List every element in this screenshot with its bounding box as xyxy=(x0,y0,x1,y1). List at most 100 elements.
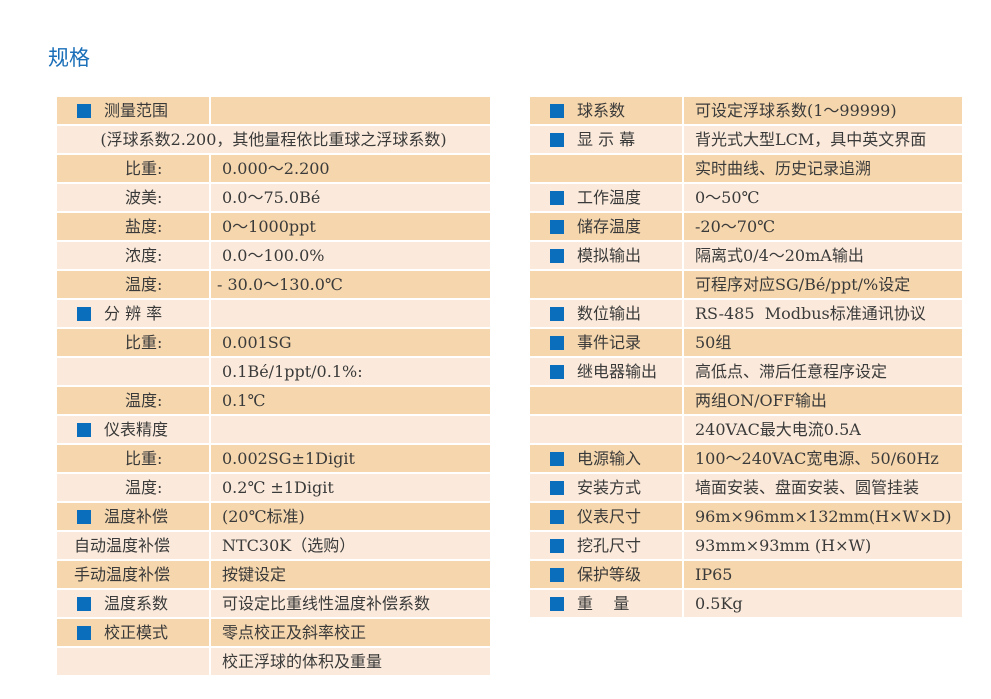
spec-value: 可程序对应SG/Bé/ppt/%设定 xyxy=(684,271,962,298)
spec-label: 模拟输出 xyxy=(577,246,642,265)
spec-row: 波美: 0.0～75.0Bé xyxy=(57,184,490,211)
spec-label-cell: 仪表尺寸 xyxy=(530,503,682,530)
spec-label: 继电器输出 xyxy=(577,362,658,381)
spec-value: 0～50℃ xyxy=(684,184,962,211)
spec-row: 测量范围 xyxy=(57,97,490,124)
spec-label-cell: 安装方式 xyxy=(530,474,682,501)
spec-label: 工作温度 xyxy=(577,188,642,207)
spec-label: 比重: xyxy=(125,449,163,468)
spec-label: 重 量 xyxy=(577,594,630,613)
spec-label-cell: 球系数 xyxy=(530,97,682,124)
spec-value: - 30.0～130.0℃ xyxy=(211,271,490,298)
spec-row: 继电器输出 高低点、滞后任意程序设定 xyxy=(530,358,962,385)
blue-square-bullet-icon xyxy=(77,625,91,640)
spec-label: 分 辨 率 xyxy=(104,304,163,323)
spec-label-cell: 数位输出 xyxy=(530,300,682,327)
spec-label-cell: 仪表精度 xyxy=(57,416,209,443)
spec-value: 240VAC最大电流0.5A xyxy=(684,416,962,443)
spec-value: 背光式大型LCM，具中英文界面 xyxy=(684,126,962,153)
spec-row: 工作温度 0～50℃ xyxy=(530,184,962,211)
spec-value: 0.5Kg xyxy=(684,590,962,617)
spec-label: 事件记录 xyxy=(577,333,642,352)
spec-label-cell: 温度系数 xyxy=(57,590,209,617)
spec-value: 两组ON/OFF输出 xyxy=(684,387,962,414)
blue-square-bullet-icon xyxy=(550,335,564,350)
spec-row: 温度: 0.1℃ xyxy=(57,387,490,414)
spec-row: 保护等级 IP65 xyxy=(530,561,962,588)
blue-square-bullet-icon xyxy=(550,132,564,147)
spec-row: 温度: - 30.0～130.0℃ xyxy=(57,271,490,298)
spec-label: 电源输入 xyxy=(577,449,642,468)
spec-value: 0.0～75.0Bé xyxy=(211,184,490,211)
spec-label-cell: 比重: xyxy=(57,155,209,182)
spec-row: 温度补偿 (20℃标准) xyxy=(57,503,490,530)
spec-row: 温度系数 可设定比重线性温度补偿系数 xyxy=(57,590,490,617)
spec-label: 仪表尺寸 xyxy=(577,507,642,526)
spec-label: 浓度: xyxy=(125,246,163,265)
blue-square-bullet-icon xyxy=(550,480,564,495)
spec-row: 0.1Bé/1ppt/0.1%: xyxy=(57,358,490,385)
blue-square-bullet-icon xyxy=(550,103,564,118)
spec-row: 240VAC最大电流0.5A xyxy=(530,416,962,443)
spec-label: 比重: xyxy=(125,333,163,352)
spec-value: 0～1000ppt xyxy=(211,213,490,240)
spec-row: 储存温度 -20～70℃ xyxy=(530,213,962,240)
spec-label-cell: 波美: xyxy=(57,184,209,211)
spec-label-cell xyxy=(530,387,682,414)
blue-square-bullet-icon xyxy=(77,596,91,611)
spec-label-cell: 储存温度 xyxy=(530,213,682,240)
spec-row: 仪表精度 xyxy=(57,416,490,443)
spec-label: 温度补偿 xyxy=(104,507,169,526)
spec-row: 浓度: 0.0～100.0% xyxy=(57,242,490,269)
spec-value: 0.1℃ xyxy=(211,387,490,414)
spec-label-cell: 重 量 xyxy=(530,590,682,617)
spec-value: 按键设定 xyxy=(211,561,490,588)
blue-square-bullet-icon xyxy=(550,190,564,205)
spec-row: 数位输出 RS-485 Modbus标准通讯协议 xyxy=(530,300,962,327)
spec-value: 96m×96mm×132mm(H×W×D) xyxy=(684,503,962,530)
spec-label-cell xyxy=(530,416,682,443)
spec-value: 可设定比重线性温度补偿系数 xyxy=(211,590,490,617)
spec-label-cell: 自动温度补偿 xyxy=(57,532,209,559)
spec-table-right: 球系数 可设定浮球系数(1～99999) 显 示 幕 背光式大型LCM，具中英文界面实… xyxy=(530,97,962,619)
spec-row: 球系数 可设定浮球系数(1～99999) xyxy=(530,97,962,124)
spec-label: 波美: xyxy=(125,188,163,207)
spec-label-cell: 电源输入 xyxy=(530,445,682,472)
spec-label-cell: 工作温度 xyxy=(530,184,682,211)
spec-row: 事件记录 50组 xyxy=(530,329,962,356)
spec-value: 校正浮球的体积及重量 xyxy=(211,648,490,675)
blue-square-bullet-icon xyxy=(77,306,91,321)
spec-label: 安装方式 xyxy=(577,478,642,497)
spec-label-cell: 保护等级 xyxy=(530,561,682,588)
spec-label-cell: 显 示 幕 xyxy=(530,126,682,153)
spec-value xyxy=(211,97,490,124)
spec-value xyxy=(211,416,490,443)
spec-label: 测量范围 xyxy=(104,101,169,120)
spec-label: 比重: xyxy=(125,159,163,178)
spec-label: 仪表精度 xyxy=(104,420,169,439)
spec-value: 0.0～100.0% xyxy=(211,242,490,269)
spec-label-cell: 盐度: xyxy=(57,213,209,240)
spec-row: 电源输入 100～240VAC宽电源、50/60Hz xyxy=(530,445,962,472)
spec-row: (浮球系数2.200，其他量程依比重球之浮球系数) xyxy=(57,126,490,153)
spec-value: NTC30K（选购） xyxy=(211,532,490,559)
spec-value: 100～240VAC宽电源、50/60Hz xyxy=(684,445,962,472)
spec-label: 储存温度 xyxy=(577,217,642,236)
spec-label-cell: 测量范围 xyxy=(57,97,209,124)
spec-note: (浮球系数2.200，其他量程依比重球之浮球系数) xyxy=(57,126,490,153)
spec-label-cell xyxy=(57,648,209,675)
spec-value: 零点校正及斜率校正 xyxy=(211,619,490,646)
spec-label: 温度: xyxy=(125,275,163,294)
spec-row: 校正模式 零点校正及斜率校正 xyxy=(57,619,490,646)
spec-value: 高低点、滞后任意程序设定 xyxy=(684,358,962,385)
blue-square-bullet-icon xyxy=(550,538,564,553)
spec-label-cell xyxy=(530,271,682,298)
spec-row: 比重: 0.001SG xyxy=(57,329,490,356)
spec-label-cell xyxy=(530,155,682,182)
spec-value: 0.1Bé/1ppt/0.1%: xyxy=(211,358,490,385)
spec-value: 93mm×93mm (H×W) xyxy=(684,532,962,559)
spec-value: 墙面安装、盘面安装、圆管挂装 xyxy=(684,474,962,501)
spec-row: 安装方式 墙面安装、盘面安装、圆管挂装 xyxy=(530,474,962,501)
spec-table-left: 测量范围 (浮球系数2.200，其他量程依比重球之浮球系数) 比重: 0.000～2.… xyxy=(57,97,490,677)
spec-row: 显 示 幕 背光式大型LCM，具中英文界面 xyxy=(530,126,962,153)
